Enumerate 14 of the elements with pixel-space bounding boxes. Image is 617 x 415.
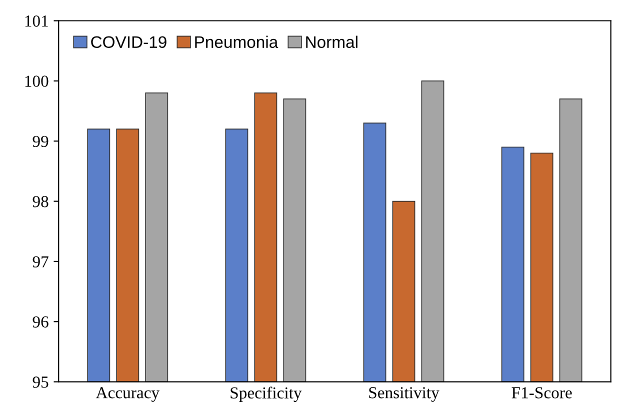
y-tick-label: 95: [32, 376, 48, 388]
y-tick-label: 97: [32, 256, 48, 268]
x-tick-label: Specificity: [230, 386, 302, 402]
y-tick-label: 101: [25, 15, 48, 27]
x-tick-label: Sensitivity: [369, 387, 440, 402]
y-tick-label: 99: [32, 136, 48, 148]
y-tick-label: 96: [32, 316, 48, 328]
y-tick-label: 98: [32, 196, 48, 208]
legend-label: Pneumonia: [195, 36, 278, 48]
x-tick-label: Accuracy: [96, 387, 160, 402]
legend-label: COVID-19: [91, 36, 166, 48]
y-tick-label: 100: [25, 76, 48, 87]
legend-label: Normal: [306, 36, 358, 48]
x-tick-label: F1-Score: [512, 387, 572, 398]
